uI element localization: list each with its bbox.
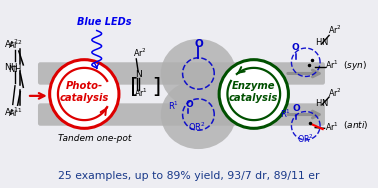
- Text: O: O: [292, 104, 300, 113]
- Text: $\mathsf{Ar^2}$: $\mathsf{Ar^2}$: [328, 24, 341, 36]
- Text: $\mathsf{Ar^2}$: $\mathsf{Ar^2}$: [4, 38, 19, 50]
- Text: $\rm Ar^2$: $\rm Ar^2$: [8, 39, 23, 51]
- Text: $\mathsf{Ar^1}$: $\mathsf{Ar^1}$: [325, 120, 338, 133]
- Text: $\mathsf{HN}$: $\mathsf{HN}$: [315, 36, 329, 47]
- Circle shape: [50, 60, 119, 128]
- Text: $\mathsf{Ar^1}$: $\mathsf{Ar^1}$: [134, 87, 148, 99]
- Text: $\rm Ar^1$: $\rm Ar^1$: [8, 107, 23, 119]
- Ellipse shape: [161, 80, 236, 149]
- Text: O: O: [194, 39, 203, 49]
- Text: $\mathit{(anti)}$: $\mathit{(anti)}$: [343, 119, 369, 131]
- Text: ]: ]: [150, 77, 164, 96]
- Text: O: O: [291, 43, 299, 52]
- Text: $\mathsf{OR^2}$: $\mathsf{OR^2}$: [188, 120, 205, 133]
- Text: [: [: [127, 77, 140, 96]
- Text: $\mathsf{Ar^1}$: $\mathsf{Ar^1}$: [4, 105, 19, 118]
- Text: 25 examples, up to 89% yield, 93/7 dr, 89/11 er: 25 examples, up to 89% yield, 93/7 dr, 8…: [58, 171, 320, 181]
- Ellipse shape: [161, 39, 236, 108]
- Text: O: O: [185, 100, 193, 109]
- Text: Blue LEDs: Blue LEDs: [77, 17, 132, 27]
- Text: $\mathsf{Ar^1}$: $\mathsf{Ar^1}$: [325, 58, 338, 71]
- Text: $\mathsf{R^1}$: $\mathsf{R^1}$: [169, 99, 180, 112]
- Text: Enzyme
catalysis: Enzyme catalysis: [229, 81, 279, 103]
- Text: $\rm NH$: $\rm NH$: [8, 63, 22, 74]
- FancyBboxPatch shape: [38, 62, 325, 85]
- Text: $\mathsf{R^1}$: $\mathsf{R^1}$: [280, 108, 291, 120]
- Text: $\mathsf{NH}$: $\mathsf{NH}$: [5, 61, 18, 72]
- Text: $\mathit{(syn)}$: $\mathit{(syn)}$: [343, 59, 367, 72]
- Text: $\mathsf{HN}$: $\mathsf{HN}$: [315, 97, 329, 108]
- Text: $\mathsf{Ar^2}$: $\mathsf{Ar^2}$: [133, 47, 147, 59]
- Text: $\mathsf{Ar^2}$: $\mathsf{Ar^2}$: [328, 87, 341, 99]
- Text: Tandem one-pot: Tandem one-pot: [58, 133, 132, 143]
- Text: $\mathsf{OR^2}$: $\mathsf{OR^2}$: [297, 132, 314, 145]
- Text: $\mathsf{N}$: $\mathsf{N}$: [135, 68, 143, 79]
- FancyBboxPatch shape: [38, 103, 325, 126]
- Circle shape: [219, 60, 288, 128]
- Text: Photo-
catalysis: Photo- catalysis: [60, 81, 109, 103]
